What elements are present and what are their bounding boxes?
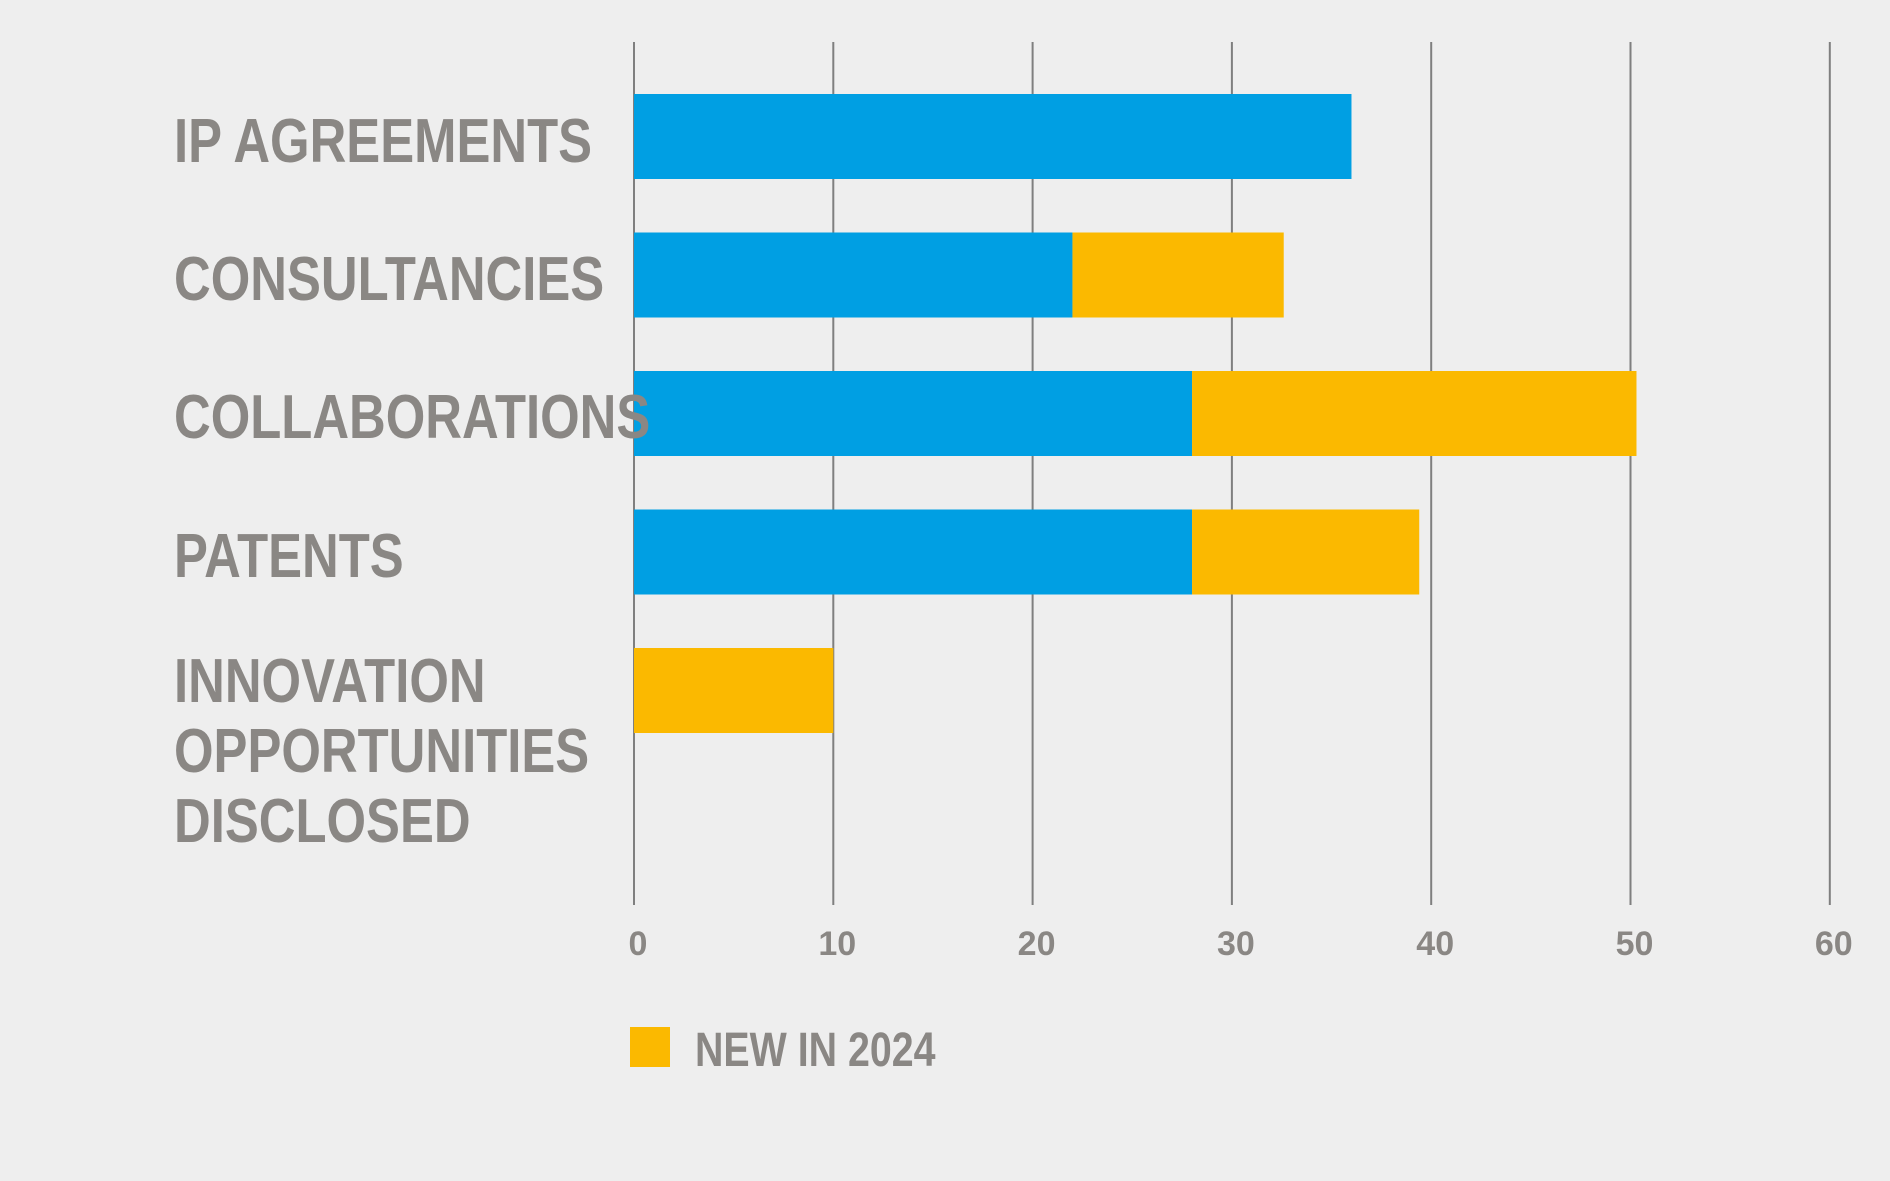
category-label: DISCLOSED — [174, 787, 471, 856]
x-tick-label: 60 — [1815, 925, 1853, 963]
bar-segment — [1192, 371, 1637, 456]
category-label: OPPORTUNITIES — [174, 717, 589, 786]
category-label: CONSULTANCIES — [174, 245, 604, 314]
bars — [634, 94, 1637, 733]
x-tick-label: 50 — [1616, 925, 1654, 963]
bar-segment — [634, 232, 1073, 318]
x-axis-tick-labels: 0 10 20 30 40 50 60 — [629, 925, 1853, 963]
x-tick-label: 30 — [1217, 925, 1255, 963]
bar-segment — [634, 371, 1193, 456]
legend-swatch — [630, 1027, 670, 1067]
legend-label: NEW IN 2024 — [695, 1023, 936, 1077]
x-tick-label: 20 — [1018, 925, 1056, 963]
x-tick-label: 40 — [1416, 925, 1454, 963]
bar-segment — [634, 94, 1352, 179]
x-tick-label: 10 — [818, 925, 856, 963]
category-label: INNOVATION — [174, 647, 486, 716]
bar-segment — [1072, 232, 1284, 318]
category-labels: IP AGREEMENTS CONSULTANCIES COLLABORATIONS… — [174, 107, 650, 856]
bar-segment — [634, 648, 834, 733]
category-label: PATENTS — [174, 522, 404, 591]
category-label: COLLABORATIONS — [174, 383, 650, 452]
category-label: IP AGREEMENTS — [174, 107, 592, 176]
bar-segment — [634, 509, 1193, 595]
gridlines — [633, 42, 1831, 905]
x-tick-label: 0 — [629, 925, 648, 963]
bar-segment — [1192, 509, 1420, 595]
legend: NEW IN 2024 — [630, 1023, 936, 1077]
